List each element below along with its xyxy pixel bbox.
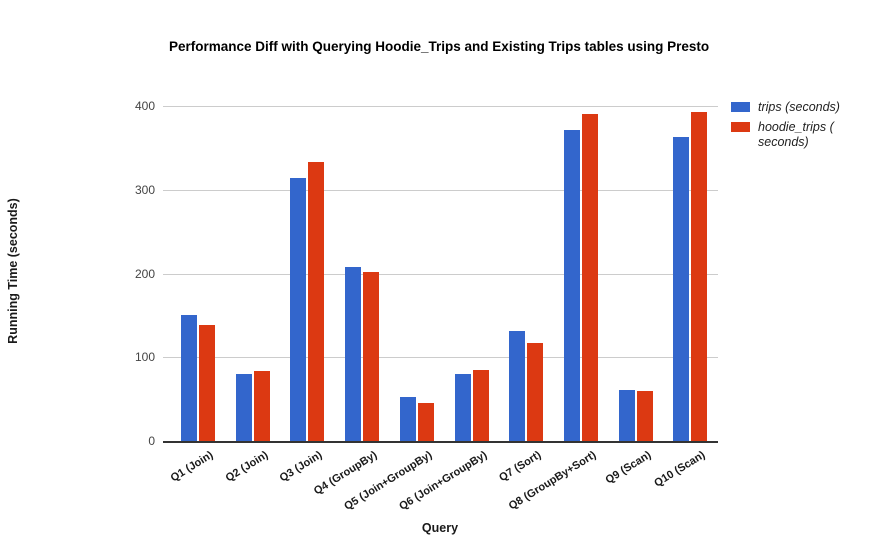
bar-series1-1 bbox=[199, 325, 215, 441]
x-axis-line bbox=[163, 441, 718, 443]
x-tick-label-10: Q10 (Scan) bbox=[652, 449, 708, 490]
bar-series0-9 bbox=[618, 389, 635, 441]
bar-series1-6 bbox=[472, 369, 489, 441]
x-tick-label-3: Q3 (Join) bbox=[278, 449, 325, 485]
legend-label: hoodie_trips (seconds) bbox=[758, 120, 834, 149]
bar-series0-8 bbox=[564, 130, 581, 441]
y-tick-label-200: 200 bbox=[134, 266, 155, 281]
bar-series1-3 bbox=[308, 162, 325, 441]
gridline-y200 bbox=[163, 273, 718, 275]
bar-series1-9 bbox=[636, 390, 653, 441]
x-tick-label-9: Q9 (Scan) bbox=[603, 449, 654, 487]
bar-series0-2 bbox=[235, 374, 252, 441]
y-tick-label-100: 100 bbox=[134, 350, 155, 365]
chart-title: Performance Diff with Querying Hoodie_Tr… bbox=[169, 39, 710, 54]
x-tick-label-1: Q1 (Join) bbox=[168, 449, 216, 485]
bar-series1-7 bbox=[527, 343, 544, 441]
gridline-y100 bbox=[163, 357, 718, 359]
legend-swatch-icon bbox=[731, 122, 750, 132]
gridline-y400 bbox=[163, 106, 718, 107]
bar-series0-3 bbox=[290, 178, 307, 441]
x-tick-label-7: Q7 (Sort) bbox=[497, 449, 544, 485]
bar-series0-1 bbox=[181, 315, 197, 441]
y-axis-title: Running Time (seconds) bbox=[6, 198, 20, 344]
x-tick-label-2: Q2 (Join) bbox=[223, 449, 271, 485]
legend-label: trips (seconds) bbox=[758, 100, 840, 114]
y-tick-label-0: 0 bbox=[148, 434, 155, 448]
legend-item-0: trips (seconds) bbox=[731, 100, 840, 115]
bar-series1-2 bbox=[253, 370, 270, 441]
y-tick-label-400: 400 bbox=[134, 99, 155, 113]
bar-series0-7 bbox=[509, 331, 526, 441]
y-tick-label-300: 300 bbox=[134, 182, 155, 197]
bar-series0-6 bbox=[454, 374, 471, 441]
bar-series1-10 bbox=[691, 111, 708, 441]
legend-swatch-icon bbox=[731, 102, 750, 112]
bar-series0-5 bbox=[399, 397, 416, 441]
bar-series1-5 bbox=[417, 403, 434, 441]
bar-series1-8 bbox=[582, 113, 599, 441]
bar-series0-4 bbox=[345, 266, 362, 441]
legend-item-1: hoodie_trips (seconds) bbox=[731, 120, 840, 150]
chart-legend: trips (seconds) hoodie_trips (seconds) bbox=[731, 100, 840, 155]
bar-series0-10 bbox=[673, 136, 690, 441]
gridline-y300 bbox=[163, 189, 718, 191]
x-axis-title: Query bbox=[421, 521, 459, 535]
bar-series1-4 bbox=[363, 271, 380, 441]
